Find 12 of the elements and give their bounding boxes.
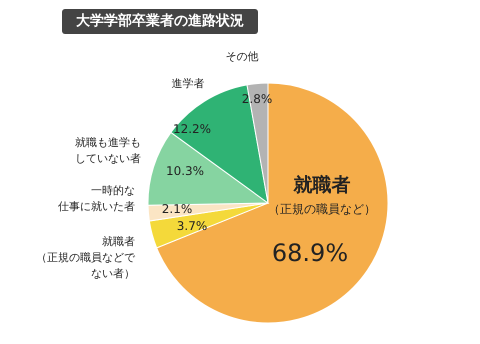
- slice-label: 就職も進学もしていない者: [75, 136, 141, 165]
- slice-label: 進学者: [172, 77, 204, 90]
- data-label: 3.7%: [176, 219, 208, 233]
- data-label: 12.2%: [172, 122, 212, 136]
- slice-label: 一時的な仕事に就いた者: [58, 184, 135, 213]
- data-label: 10.3%: [166, 164, 204, 178]
- data-label: 2.1%: [162, 202, 192, 216]
- slice-label: 就職者（正規の職員など）: [268, 174, 376, 216]
- chart-title: 大学学部卒業者の進路状況: [62, 9, 258, 34]
- slice-label: 就職者（正規の職員などでない者）: [36, 235, 136, 280]
- slice-label: その他: [226, 50, 258, 63]
- data-label: 68.9%: [272, 239, 348, 267]
